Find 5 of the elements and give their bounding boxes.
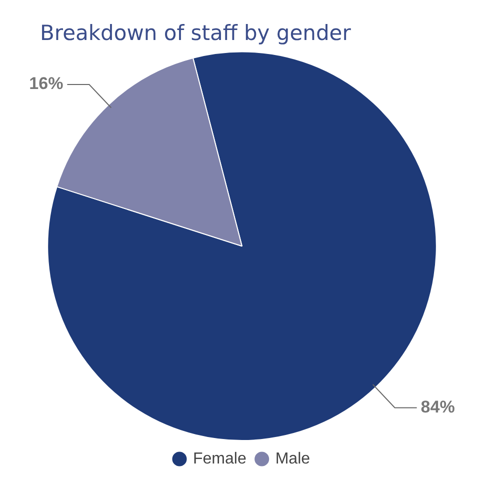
chart-title: Breakdown of staff by gender — [40, 21, 352, 46]
legend-label: Female — [192, 450, 246, 468]
legend-label: Male — [275, 450, 310, 468]
data-label: 84% — [420, 397, 455, 416]
data-label: 16% — [29, 74, 64, 94]
